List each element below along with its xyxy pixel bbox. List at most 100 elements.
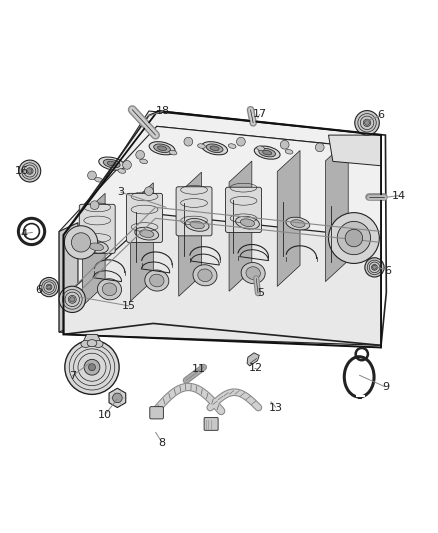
Text: 3: 3 xyxy=(117,187,124,197)
Circle shape xyxy=(47,285,51,289)
Text: 17: 17 xyxy=(253,109,267,119)
Circle shape xyxy=(28,169,32,173)
Text: 6: 6 xyxy=(384,266,391,276)
Circle shape xyxy=(123,160,131,169)
Ellipse shape xyxy=(193,265,217,286)
Text: 8: 8 xyxy=(159,438,166,448)
Ellipse shape xyxy=(236,216,259,229)
Text: 10: 10 xyxy=(98,409,112,419)
Text: 15: 15 xyxy=(122,301,136,311)
Text: 6: 6 xyxy=(378,110,385,120)
Ellipse shape xyxy=(240,219,254,227)
Circle shape xyxy=(315,143,324,152)
Text: 11: 11 xyxy=(192,365,206,374)
Ellipse shape xyxy=(263,150,272,155)
Ellipse shape xyxy=(246,266,260,279)
Text: 18: 18 xyxy=(156,106,170,116)
Circle shape xyxy=(350,147,359,156)
Circle shape xyxy=(337,221,371,255)
Polygon shape xyxy=(77,111,381,237)
Circle shape xyxy=(90,201,99,209)
Ellipse shape xyxy=(206,144,223,152)
Circle shape xyxy=(328,213,379,263)
Polygon shape xyxy=(109,388,126,408)
Circle shape xyxy=(71,233,91,252)
Ellipse shape xyxy=(140,159,148,164)
Text: 6: 6 xyxy=(35,285,42,295)
Ellipse shape xyxy=(210,146,219,150)
Circle shape xyxy=(345,229,363,247)
Text: 4: 4 xyxy=(21,229,28,239)
Circle shape xyxy=(184,138,193,146)
Text: 16: 16 xyxy=(15,166,29,176)
Polygon shape xyxy=(59,223,78,332)
Circle shape xyxy=(64,226,98,259)
Ellipse shape xyxy=(98,279,121,300)
Ellipse shape xyxy=(150,274,164,287)
Polygon shape xyxy=(77,223,78,324)
FancyBboxPatch shape xyxy=(79,204,115,253)
FancyBboxPatch shape xyxy=(127,193,162,243)
Ellipse shape xyxy=(198,144,205,148)
Polygon shape xyxy=(328,135,381,166)
FancyBboxPatch shape xyxy=(176,187,212,236)
Ellipse shape xyxy=(99,157,124,170)
Ellipse shape xyxy=(285,149,293,154)
Polygon shape xyxy=(131,183,153,301)
Ellipse shape xyxy=(185,219,209,231)
Circle shape xyxy=(88,364,95,371)
Text: 14: 14 xyxy=(392,190,406,200)
Circle shape xyxy=(19,160,41,182)
Polygon shape xyxy=(325,140,348,281)
FancyBboxPatch shape xyxy=(226,187,261,232)
Ellipse shape xyxy=(202,142,227,155)
Polygon shape xyxy=(247,353,259,366)
Ellipse shape xyxy=(81,341,91,348)
Ellipse shape xyxy=(154,144,170,152)
Ellipse shape xyxy=(158,146,166,150)
FancyBboxPatch shape xyxy=(204,418,218,430)
Ellipse shape xyxy=(254,146,280,159)
Ellipse shape xyxy=(87,340,97,346)
Circle shape xyxy=(84,359,100,375)
Ellipse shape xyxy=(198,269,212,281)
Circle shape xyxy=(355,110,379,135)
Circle shape xyxy=(280,140,289,149)
Ellipse shape xyxy=(135,227,159,240)
Circle shape xyxy=(237,138,245,146)
Ellipse shape xyxy=(118,169,126,173)
Circle shape xyxy=(373,265,376,269)
Text: 13: 13 xyxy=(269,402,283,413)
Ellipse shape xyxy=(145,270,169,291)
Ellipse shape xyxy=(291,220,305,228)
Circle shape xyxy=(365,258,384,277)
Polygon shape xyxy=(229,161,252,291)
Circle shape xyxy=(364,120,370,125)
Ellipse shape xyxy=(95,177,102,182)
Polygon shape xyxy=(179,172,201,296)
Ellipse shape xyxy=(89,243,103,251)
Circle shape xyxy=(113,393,122,403)
Ellipse shape xyxy=(149,142,175,155)
Ellipse shape xyxy=(169,150,177,155)
Polygon shape xyxy=(82,193,105,306)
FancyBboxPatch shape xyxy=(150,407,163,419)
Circle shape xyxy=(88,171,96,180)
Ellipse shape xyxy=(259,148,276,157)
Ellipse shape xyxy=(190,221,204,229)
Ellipse shape xyxy=(93,341,103,348)
Polygon shape xyxy=(78,310,381,348)
Ellipse shape xyxy=(102,283,117,296)
Ellipse shape xyxy=(241,263,265,284)
Polygon shape xyxy=(64,214,381,345)
Circle shape xyxy=(65,340,119,394)
Ellipse shape xyxy=(85,240,108,253)
Circle shape xyxy=(39,278,59,297)
Ellipse shape xyxy=(257,146,265,150)
Ellipse shape xyxy=(107,161,116,166)
Polygon shape xyxy=(82,334,102,343)
Polygon shape xyxy=(59,126,381,348)
Circle shape xyxy=(59,286,85,312)
Ellipse shape xyxy=(140,230,154,238)
Circle shape xyxy=(70,297,75,302)
